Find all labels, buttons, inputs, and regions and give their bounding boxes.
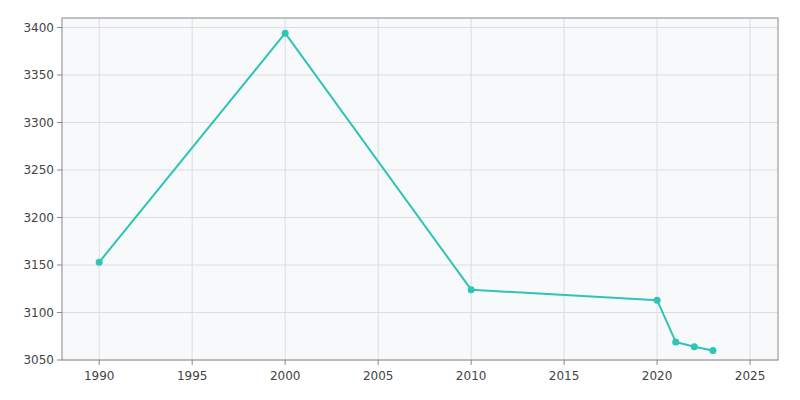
x-tick xyxy=(378,360,379,365)
y-grid-line xyxy=(62,27,778,28)
x-tick-label: 2025 xyxy=(735,369,766,383)
x-grid-line xyxy=(192,18,193,360)
point xyxy=(709,347,716,354)
x-grid-line xyxy=(471,18,472,360)
x-tick xyxy=(99,360,100,365)
y-tick xyxy=(57,312,62,313)
y-tick xyxy=(57,170,62,171)
y-grid-line xyxy=(62,75,778,76)
y-tick xyxy=(57,217,62,218)
plot-background xyxy=(62,18,778,360)
x-tick xyxy=(471,360,472,365)
series xyxy=(96,30,717,354)
point xyxy=(282,30,289,37)
chart-svg: 3050 3100 3150 3200 3250 3300 3350 3400 1990 1995… xyxy=(0,0,800,400)
x-tick-label: 2020 xyxy=(642,369,673,383)
y-tick-label: 3100 xyxy=(23,306,54,320)
plot-frame xyxy=(62,18,778,360)
x-tick-label: 2010 xyxy=(456,369,487,383)
y-tick-label: 3300 xyxy=(23,116,54,130)
y-tick xyxy=(57,27,62,28)
x-tick xyxy=(564,360,565,365)
x-tick-label: 1990 xyxy=(84,369,115,383)
x-tick xyxy=(750,360,751,365)
y-tick-label: 3200 xyxy=(23,211,54,225)
grid xyxy=(62,18,778,360)
y-grid-line xyxy=(62,312,778,313)
y-grid-line xyxy=(62,170,778,171)
x-tick xyxy=(192,360,193,365)
x-tick-label: 2015 xyxy=(549,369,580,383)
y-grid-line xyxy=(62,265,778,266)
x-tick-label: 1995 xyxy=(177,369,208,383)
point xyxy=(468,286,475,293)
axes: 3050 3100 3150 3200 3250 3300 3350 3400 1990 1995… xyxy=(23,21,765,384)
x-grid-line xyxy=(285,18,286,360)
x-tick xyxy=(657,360,658,365)
x-grid-line xyxy=(99,18,100,360)
point xyxy=(691,343,698,350)
point xyxy=(96,259,103,266)
y-tick xyxy=(57,360,62,361)
x-grid-line xyxy=(750,18,751,360)
x-grid-line xyxy=(657,18,658,360)
x-tick-label: 2005 xyxy=(363,369,394,383)
y-tick xyxy=(57,75,62,76)
y-tick xyxy=(57,265,62,266)
y-tick-label: 3250 xyxy=(23,163,54,177)
y-tick-label: 3400 xyxy=(23,21,54,35)
x-tick-label: 2000 xyxy=(270,369,301,383)
chart-container: 3050 3100 3150 3200 3250 3300 3350 3400 1990 1995… xyxy=(0,0,800,400)
x-grid-line xyxy=(378,18,379,360)
line xyxy=(99,33,713,350)
point xyxy=(654,297,661,304)
x-grid-line xyxy=(564,18,565,360)
y-tick-label: 3150 xyxy=(23,258,54,272)
x-tick xyxy=(285,360,286,365)
point xyxy=(672,338,679,345)
y-grid-line xyxy=(62,122,778,123)
y-tick-label: 3050 xyxy=(23,353,54,367)
y-tick xyxy=(57,122,62,123)
y-tick-label: 3350 xyxy=(23,68,54,82)
